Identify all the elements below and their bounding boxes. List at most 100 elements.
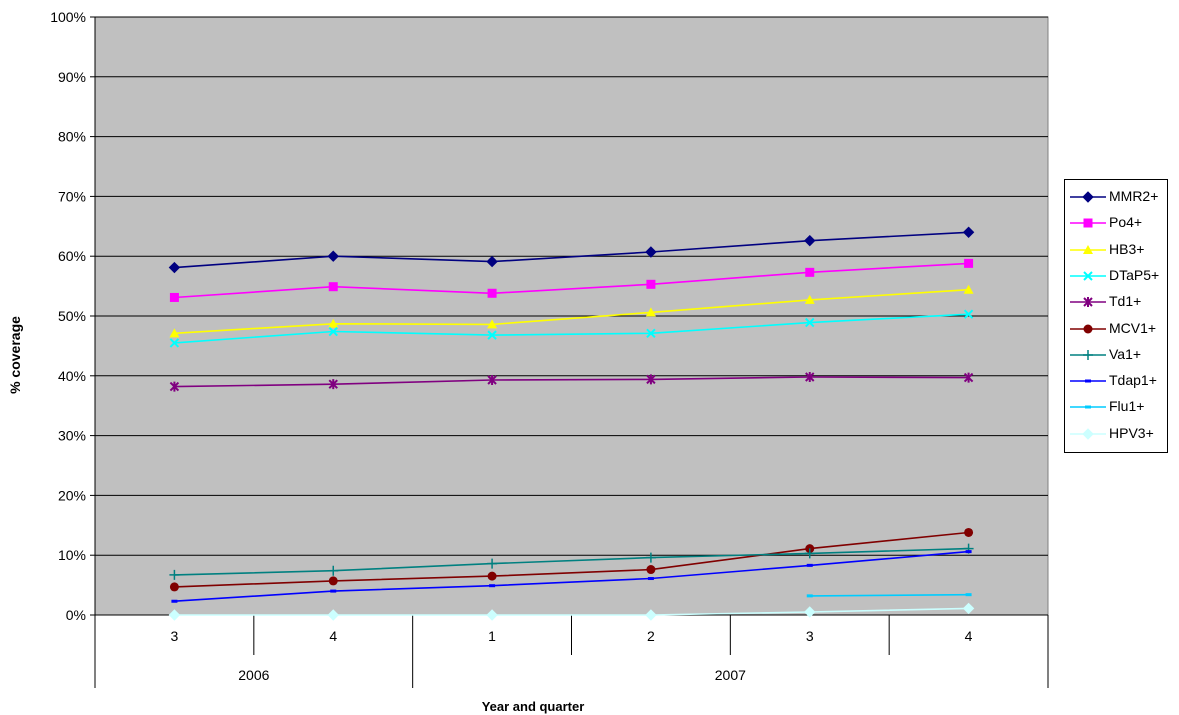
data-point [963, 309, 974, 319]
data-point [486, 255, 498, 268]
data-point [804, 294, 815, 304]
data-point [965, 550, 972, 554]
y-axis-title: % coverage [7, 316, 23, 394]
legend-swatch [1070, 271, 1106, 281]
series-mmr2- [168, 226, 975, 274]
data-point [646, 374, 656, 385]
data-point [169, 381, 180, 392]
series-line [174, 376, 969, 388]
data-point [806, 594, 813, 598]
legend-swatch-marker [1083, 244, 1093, 254]
legend-label: HB3+ [1109, 240, 1145, 257]
data-point [169, 338, 180, 348]
legend-label: MMR2+ [1109, 188, 1159, 204]
series-td1- [169, 371, 974, 392]
legend-item: Va1+ [1065, 344, 1167, 366]
data-point [646, 279, 656, 289]
data-point [964, 258, 974, 268]
legend-swatch [1070, 405, 1106, 409]
legend-item: Flu1+ [1065, 396, 1167, 418]
series-tdap1- [171, 550, 972, 603]
series-line [174, 550, 969, 602]
legend-swatch [1070, 244, 1106, 254]
data-point [328, 282, 338, 292]
data-point [169, 292, 179, 302]
x-tick-label: 1 [488, 628, 496, 644]
y-tick-label: 90% [58, 69, 86, 85]
legend: MMR2+ Po4+ HB3+ DTaP5+ Td1+ MCV1+ Va1+ Tdap1+ Fl… [1064, 179, 1168, 453]
series-dtap5- [169, 309, 974, 348]
legend-swatch-marker [1082, 191, 1094, 203]
data-point [328, 576, 338, 586]
legend-swatch-marker [1083, 271, 1093, 281]
legend-label: Po4+ [1109, 214, 1143, 231]
data-point [487, 288, 497, 298]
series-va1- [169, 543, 974, 580]
x-axis: 3 4 1 2 3 4 2006 2007 [94, 614, 1049, 688]
data-point [804, 606, 816, 618]
data-point [806, 563, 813, 567]
data-point [487, 374, 497, 385]
data-point [646, 565, 656, 575]
data-point [169, 582, 179, 592]
legend-swatch-marker [1085, 379, 1091, 383]
data-point [487, 319, 498, 329]
series-layer [168, 226, 975, 621]
legend-label: Tdap1+ [1109, 372, 1157, 389]
data-point [645, 307, 656, 317]
legend-item: HB3+ [1065, 239, 1167, 261]
data-point [804, 234, 816, 247]
data-point [647, 577, 654, 581]
legend-swatch [1070, 427, 1106, 440]
data-point [489, 584, 496, 588]
legend-item: MCV1+ [1065, 318, 1167, 340]
y-tick-label: 70% [58, 188, 86, 204]
data-point [486, 609, 498, 621]
data-point [327, 609, 339, 621]
data-point [328, 326, 338, 337]
data-point [805, 371, 815, 382]
data-point [487, 330, 497, 340]
series-flu1- [806, 593, 972, 598]
data-point [168, 261, 181, 274]
data-point [962, 226, 975, 238]
series-line [174, 288, 969, 335]
data-point [963, 372, 974, 383]
legend-label: MCV1+ [1109, 319, 1157, 336]
x-tick-label: 3 [171, 628, 179, 644]
x-group-label: 2006 [238, 667, 269, 683]
legend-swatch [1070, 218, 1106, 228]
data-point [328, 565, 339, 576]
x-tick-label: 4 [329, 628, 337, 644]
legend-swatch [1070, 297, 1106, 308]
series-line [174, 231, 969, 269]
legend-label: DTaP5+ [1109, 266, 1160, 283]
legend-label: Flu1+ [1109, 398, 1145, 415]
data-point [964, 527, 974, 537]
data-point [965, 593, 972, 597]
y-tick-label: 80% [58, 129, 86, 145]
legend-item: Td1+ [1065, 291, 1167, 313]
legend-label: Td1+ [1109, 293, 1142, 310]
legend-label: HPV3+ [1109, 424, 1154, 441]
data-point [487, 571, 497, 581]
y-tick-label: 30% [58, 428, 86, 444]
legend-item: MMR2+ [1065, 186, 1167, 208]
legend-item: Po4+ [1065, 212, 1167, 234]
x-tick-label: 3 [806, 628, 814, 644]
series-line [809, 593, 969, 597]
data-point [328, 318, 339, 328]
series-line [174, 313, 969, 344]
legend-swatch-marker [1083, 349, 1093, 360]
x-group-label: 2007 [715, 667, 746, 683]
y-tick-label: 40% [58, 368, 86, 384]
data-point [645, 552, 656, 563]
y-tick-label: 60% [58, 248, 86, 264]
y-tick-label: 50% [58, 308, 86, 324]
series-hpv3- [168, 602, 975, 621]
data-point [805, 267, 815, 277]
legend-swatch [1070, 379, 1106, 383]
legend-swatch-marker [1082, 427, 1094, 440]
data-point [645, 609, 657, 621]
data-point [327, 250, 339, 262]
